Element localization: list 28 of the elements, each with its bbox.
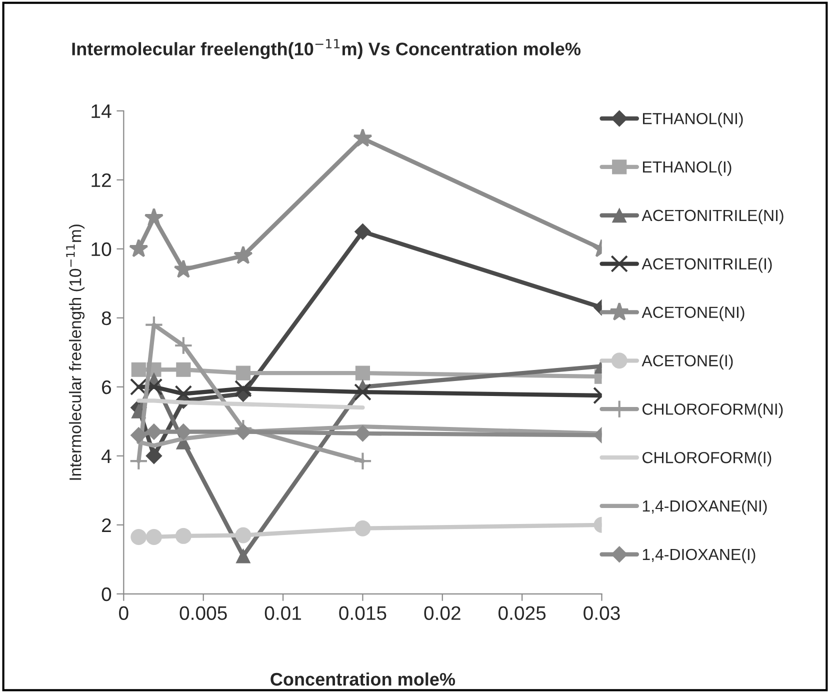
y-tick-label: 14 xyxy=(92,104,112,118)
legend-label: 1,4-DIOXANE(NI) xyxy=(642,500,767,515)
legend-label: ACETONE(NI) xyxy=(642,306,744,322)
x-tick-label: 0.015 xyxy=(339,606,386,620)
y-tick-label: 8 xyxy=(102,311,112,326)
y-tick-label: 0 xyxy=(102,587,112,602)
x-tick-label: 0.025 xyxy=(498,606,546,620)
legend-label: CHLOROFORM(I) xyxy=(642,452,772,466)
x-tick-label: 0.02 xyxy=(424,606,460,620)
y-tick-label: 2 xyxy=(102,518,111,532)
x-tick-label: 0.03 xyxy=(584,606,620,620)
y-tick-label: 12 xyxy=(92,173,111,187)
x-tick-label: 0 xyxy=(119,606,128,620)
y-tick-label: 10 xyxy=(92,242,112,256)
x-tick-label: 0.005 xyxy=(180,606,227,620)
legend-label: ETHANOL(I) xyxy=(643,160,732,176)
x-tick-label: 0.01 xyxy=(264,606,302,620)
legend-label: CHLOROFORM(NI) xyxy=(642,403,783,418)
x-axis-title: Concentration mole% xyxy=(270,672,456,686)
legend-label: 1,4-DIOXANE(I) xyxy=(642,548,756,564)
legend-label: ACETONE(I) xyxy=(642,354,733,370)
legend-label: ETHANOL(NI) xyxy=(643,112,743,128)
legend-label: ACETONITRILE(NI) xyxy=(642,209,784,224)
y-axis-title: Intermolecular freelength (10$^{−11}$m) xyxy=(66,224,85,480)
legend-label: ACETONITRILE(I) xyxy=(642,258,772,273)
y-tick-label: 4 xyxy=(102,450,112,463)
y-tick-label: 6 xyxy=(102,380,112,394)
chart-title: Intermolecular freelength(10$^{−11}$m) Vs Concentration mole% xyxy=(72,39,581,60)
